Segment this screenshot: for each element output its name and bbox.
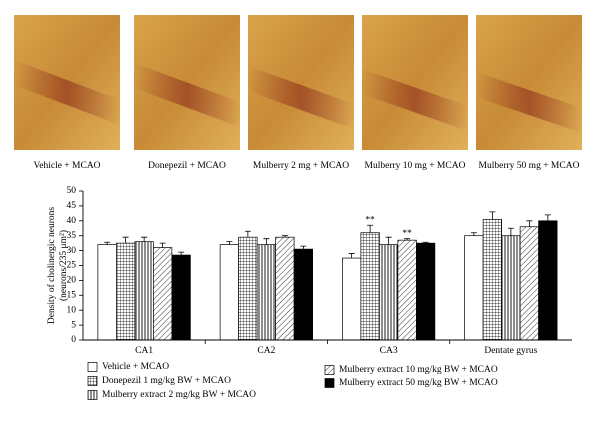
y-tick-label: 5 <box>71 320 76 330</box>
bar <box>219 244 239 341</box>
bar <box>171 254 191 341</box>
error-bar <box>385 236 392 245</box>
error-bar <box>178 251 185 256</box>
legend-label: Mulberry extract 50 mg/kg BW + MCAO <box>339 378 498 388</box>
error-bar <box>348 253 355 259</box>
bar <box>379 244 399 341</box>
error-bar <box>159 242 166 248</box>
bar <box>97 244 117 341</box>
image-caption: Vehicle + MCAO <box>33 161 100 171</box>
bar <box>501 235 521 341</box>
bar <box>275 236 295 341</box>
y-tick-label: 25 <box>67 261 77 271</box>
legend-label: Donepezil 1 mg/kg BW + MCAO <box>102 376 231 386</box>
bar <box>256 244 276 341</box>
significance-mark: ** <box>365 215 375 225</box>
bar <box>116 242 136 341</box>
y-tick-label: 40 <box>67 216 77 226</box>
error-bar <box>141 236 148 242</box>
error-bar <box>470 232 477 236</box>
error-bar <box>422 241 429 244</box>
error-bar <box>489 211 496 220</box>
bar <box>538 220 558 341</box>
bar <box>416 242 436 341</box>
y-tick-label: 10 <box>67 305 77 315</box>
error-bar <box>104 241 111 245</box>
x-tick-label: Dentate gyrus <box>484 346 537 356</box>
micrographs <box>14 15 582 150</box>
bar <box>293 248 313 341</box>
y-tick-label: 50 <box>67 186 77 196</box>
significance-mark: ** <box>402 229 412 239</box>
legend-label: Mulberry extract 10 mg/kg BW + MCAO <box>339 365 498 375</box>
image-caption: Mulberry 50 mg + MCAO <box>479 161 580 171</box>
error-bar <box>263 238 270 245</box>
bar <box>482 218 502 341</box>
error-bar <box>507 227 514 236</box>
neuron-band <box>248 66 354 129</box>
y-tick-label: 35 <box>67 231 77 241</box>
bar <box>464 235 484 341</box>
bar <box>153 247 173 341</box>
image-caption: Mulberry 10 mg + MCAO <box>365 161 466 171</box>
error-bar <box>526 220 533 227</box>
error-bar <box>404 238 411 241</box>
error-bar <box>122 236 129 244</box>
legend-label: Mulberry extract 2 mg/kg BW + MCAO <box>102 390 256 400</box>
bar <box>519 226 539 341</box>
bar <box>238 236 258 341</box>
legend-label: Vehicle + MCAO <box>102 362 169 372</box>
neuron-band <box>476 72 582 133</box>
legend-swatch <box>324 378 335 388</box>
x-tick-label: CA3 <box>380 346 398 356</box>
x-tick-label: CA2 <box>257 346 275 356</box>
neuron-band <box>14 60 120 125</box>
y-tick-label: 45 <box>67 201 77 211</box>
y-tick-label: 15 <box>67 290 77 300</box>
y-tick-label: 30 <box>67 246 77 256</box>
neuron-band <box>134 63 240 127</box>
bar <box>134 241 154 341</box>
error-bar <box>367 224 374 233</box>
error-bar <box>544 214 551 221</box>
y-axis-label: Density of cholinergic neurons <box>46 207 57 325</box>
legend-swatch <box>87 376 98 386</box>
image-caption: Mulberry 2 mg + MCAO <box>253 161 349 171</box>
y-tick-label: 20 <box>67 276 77 286</box>
error-bar <box>244 230 251 238</box>
error-bar <box>226 241 233 245</box>
legend-swatch <box>324 365 335 375</box>
x-tick-label: CA1 <box>135 346 153 356</box>
y-axis-label: (neurons/235 μm²) <box>58 230 69 301</box>
legend-swatch <box>87 362 98 372</box>
error-bar <box>300 245 307 250</box>
neuron-band <box>362 69 468 131</box>
y-tick-label: 0 <box>71 335 76 345</box>
legend-swatch <box>87 390 98 400</box>
image-caption: Donepezil + MCAO <box>148 161 226 171</box>
bar <box>397 239 417 341</box>
bar <box>342 257 362 341</box>
error-bar <box>281 235 288 238</box>
bar <box>360 232 380 341</box>
